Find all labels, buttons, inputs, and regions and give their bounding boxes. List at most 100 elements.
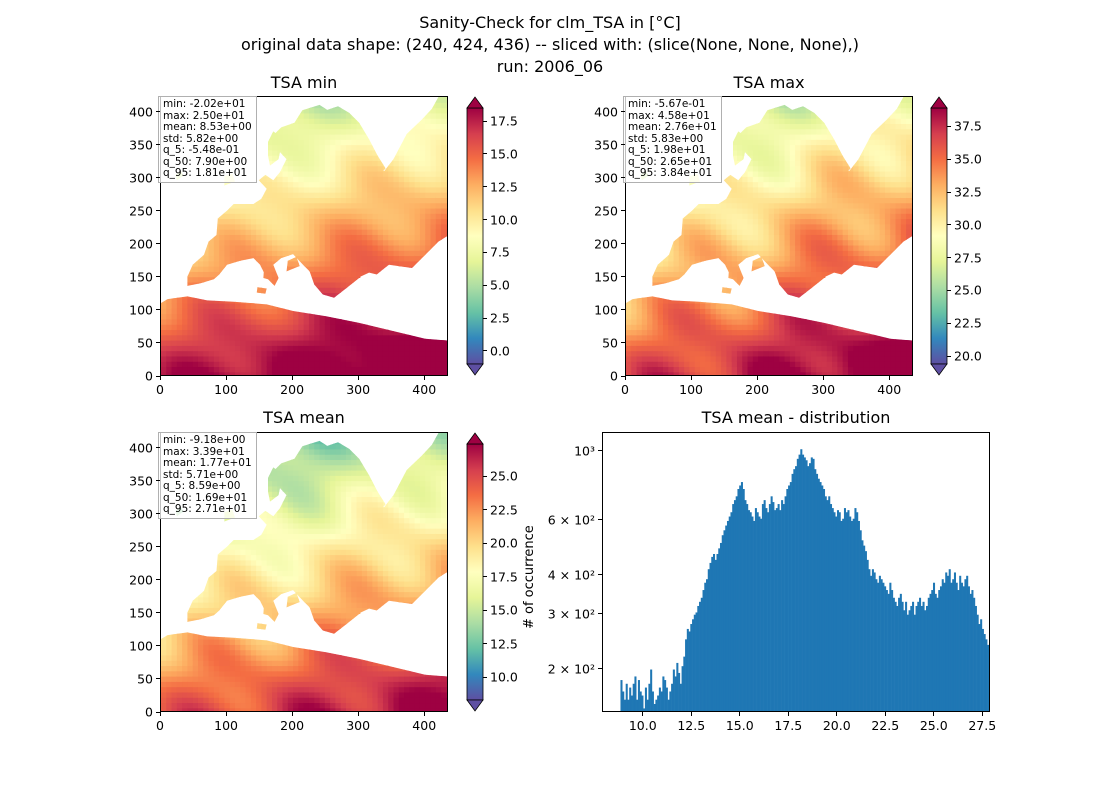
histogram-bar [868,569,871,711]
x-tick-label: 0 [156,382,164,397]
x-tick-label: 17.5 [774,718,803,733]
colorbar-tick-mark [483,576,487,578]
colorbar-tick-label: 25.0 [954,282,982,298]
x-tick-mark [822,376,824,380]
histogram-bar [887,593,890,711]
histogram-bar [744,500,747,711]
x-tick-mark [933,712,935,716]
histogram-bar [939,586,943,711]
x-tick-label: 22.5 [871,718,900,733]
histogram-bar [866,559,869,711]
colorbar-tick-label: 0.0 [490,343,510,359]
histogram-bar [671,683,674,711]
histogram-bar [898,597,901,711]
colorbar-gradient [466,443,484,701]
colorbar-tick-mark [483,251,487,253]
y-tick-label: 6 × 10² [547,512,595,528]
x-tick-mark [159,376,161,380]
histogram-bar [969,593,972,711]
histogram-bar [913,614,916,711]
y-tick-mark [621,375,625,377]
y-tick-label: 200 [129,572,153,588]
histogram-bar [931,590,934,711]
water-body [824,272,856,288]
histogram-bar [838,512,841,711]
histogram-ylabel: # of occurrence [522,525,537,629]
histogram-bar [824,496,827,711]
y-tick-mark [156,276,160,278]
colorbar-tick-mark [483,542,487,544]
histogram-bar [964,579,967,711]
panel-title-tsa-mean: TSA mean [263,408,345,427]
stats-box-tsa-mean: min: -9.18e+00 max: 3.39e+01 mean: 1.77e… [158,432,257,519]
histogram-bar [636,699,639,711]
y-tick-mark [156,177,160,179]
y-tick-mark [621,210,625,212]
histogram-bar [899,593,902,711]
histogram-panel [602,432,990,712]
histogram-bar [788,485,791,711]
colorbar-gradient [930,107,948,365]
histogram-bar [908,610,911,711]
histogram-bar [850,520,853,711]
histogram-bar [912,601,915,711]
histogram-bar [772,502,775,711]
histogram-bar [829,504,833,711]
histogram-bar [786,489,789,711]
colorbar-tick-label: 20.0 [490,535,518,551]
histogram-bar [802,454,805,711]
histogram-bar [746,504,749,711]
colorbar-tsa-mean [466,432,484,712]
histogram-bar [884,586,887,711]
colorbar-tick-mark [947,191,951,193]
y-tick-label: 250 [594,203,618,219]
histogram-bar [973,597,976,711]
histogram-bar [978,624,981,711]
y-tick-mark [156,711,160,713]
histogram-bar [882,582,885,711]
histogram-bar [732,504,735,711]
histogram-bar [712,553,716,711]
y-tick-label: 50 [602,335,618,351]
colorbar-tick-label: 12.5 [490,636,518,652]
colorbar-extend-min [466,363,484,376]
histogram-bar [716,553,719,711]
colorbar-tick-mark [947,257,951,259]
histogram-bar [849,516,852,711]
histogram-bar [810,457,813,711]
colorbar-tick-mark [483,219,487,221]
y-tick-mark [156,546,160,548]
y-tick-label: 150 [594,269,618,285]
x-tick-mark [642,712,644,716]
histogram-bar [707,569,710,711]
histogram-bar [967,586,970,711]
histogram-bar [629,687,632,711]
histogram-bar [920,605,923,711]
y-tick-label: 4 × 10² [547,567,595,583]
colorbar-tick-label: 22.5 [490,502,518,518]
histogram-bar [814,469,817,711]
histogram-bar [630,695,633,711]
histogram-bar [971,590,974,711]
x-tick-mark [357,376,359,380]
y-tick-mark [598,519,602,521]
histogram-bar [852,518,855,711]
histogram-bar [952,579,955,711]
histogram-bar [845,512,848,711]
histogram-bar [919,597,922,711]
histogram-bar [927,597,930,711]
histogram-bar [809,463,812,711]
histogram-bar [877,582,880,711]
histogram-bar [922,601,925,711]
colorbar-tick-label: 10.0 [490,212,518,228]
colorbar-tick-label: 20.0 [954,348,982,364]
colorbar-tick-label: 7.5 [490,244,510,260]
histogram-bar [678,672,681,711]
histogram-bar [946,575,950,711]
histogram-bar [795,466,798,711]
colorbar-tick-label: 37.5 [954,118,982,134]
x-tick-label: 200 [280,718,305,733]
y-tick-label: 300 [129,170,153,186]
histogram-bar [843,508,846,711]
histogram-bar [826,500,829,711]
